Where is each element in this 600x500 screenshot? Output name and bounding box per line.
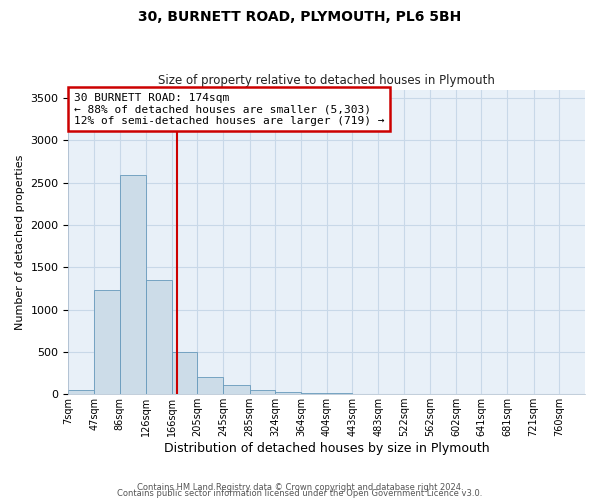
Text: 30 BURNETT ROAD: 174sqm
← 88% of detached houses are smaller (5,303)
12% of semi: 30 BURNETT ROAD: 174sqm ← 88% of detache…	[74, 92, 384, 126]
Bar	[68, 390, 94, 394]
Bar	[146, 280, 172, 394]
Bar	[94, 290, 120, 394]
Bar	[120, 175, 146, 394]
Title: Size of property relative to detached houses in Plymouth: Size of property relative to detached ho…	[158, 74, 495, 87]
Bar	[301, 393, 327, 394]
Bar	[197, 377, 223, 394]
Y-axis label: Number of detached properties: Number of detached properties	[15, 154, 25, 330]
Text: 30, BURNETT ROAD, PLYMOUTH, PL6 5BH: 30, BURNETT ROAD, PLYMOUTH, PL6 5BH	[139, 10, 461, 24]
Bar	[275, 392, 301, 394]
X-axis label: Distribution of detached houses by size in Plymouth: Distribution of detached houses by size …	[164, 442, 490, 455]
Text: Contains HM Land Registry data © Crown copyright and database right 2024.: Contains HM Land Registry data © Crown c…	[137, 484, 463, 492]
Bar	[250, 390, 275, 394]
Bar	[223, 385, 250, 394]
Text: Contains public sector information licensed under the Open Government Licence v3: Contains public sector information licen…	[118, 490, 482, 498]
Bar	[172, 352, 197, 394]
